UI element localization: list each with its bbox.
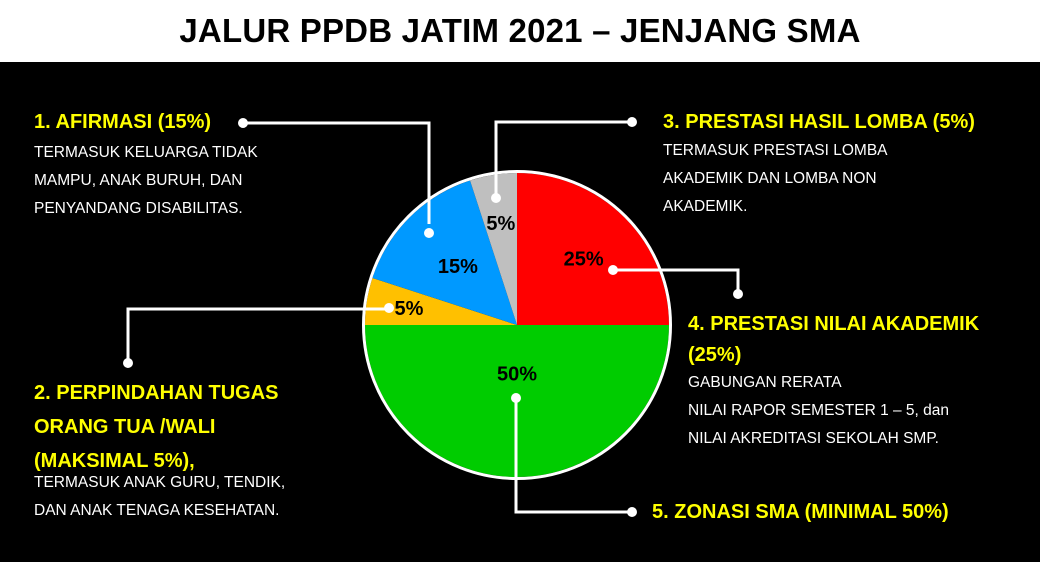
callout-title-afirmasi: 1. AFIRMASI (15%) xyxy=(34,111,212,133)
callout-title-zonasi: 5. ZONASI SMA (MINIMAL 50%) xyxy=(652,501,949,523)
leader-line-lomba xyxy=(494,120,632,198)
leader-line-akademik xyxy=(613,268,740,294)
desc-line: TERMASUK PRESTASI LOMBA xyxy=(663,142,888,159)
title-line: (25%) xyxy=(688,344,742,366)
leader-dot xyxy=(384,303,394,313)
title-line: 2. PERPINDAHAN TUGAS xyxy=(34,382,279,404)
pie-slice-prestasi-hasil-lomba xyxy=(470,173,517,325)
callout-desc-lomba: TERMASUK PRESTASI LOMBA AKADEMIK DAN LOM… xyxy=(663,137,888,221)
title-line: ORANG TUA /WALI xyxy=(34,416,216,438)
title-bar: JALUR PPDB JATIM 2021 – JENJANG SMA xyxy=(0,0,1040,62)
leader-dot xyxy=(608,265,618,275)
leader-dot xyxy=(733,289,743,299)
page-title: JALUR PPDB JATIM 2021 – JENJANG SMA xyxy=(179,12,861,49)
desc-line: TERMASUK ANAK GURU, TENDIK, xyxy=(34,474,286,491)
callout-desc-akademik: GABUNGAN RERATA NILAI RAPOR SEMESTER 1 –… xyxy=(688,369,949,453)
callout-desc-perpindahan: TERMASUK ANAK GURU, TENDIK, DAN ANAK TEN… xyxy=(34,469,285,525)
pie-slice-prestasi-nilai-akademik xyxy=(517,173,669,325)
desc-line: DAN ANAK TENAGA KESEHATAN. xyxy=(34,502,280,519)
slice-label: 5% xyxy=(394,298,423,320)
callout-desc-afirmasi: TERMASUK KELUARGA TIDAK MAMPU, ANAK BURU… xyxy=(34,139,258,223)
title-line: (MAKSIMAL 5%), xyxy=(34,450,195,472)
desc-line: NILAI RAPOR SEMESTER 1 – 5, dan xyxy=(688,402,950,419)
callout-title-lomba: 3. PRESTASI HASIL LOMBA (5%) xyxy=(663,111,975,133)
desc-line: AKADEMIK DAN LOMBA NON xyxy=(663,170,877,187)
desc-line: GABUNGAN RERATA xyxy=(688,374,842,391)
leader-dot xyxy=(627,507,637,517)
leader-dot xyxy=(123,358,133,368)
title-line: 4. PRESTASI NILAI AKADEMIK xyxy=(688,313,980,335)
pie-slice-afirmasi xyxy=(372,180,517,325)
leader-dot xyxy=(238,118,248,128)
pie-slice-perpindahan-tugas-orang-tua-wali xyxy=(365,278,517,325)
desc-line: NILAI AKREDITASI SEKOLAH SMP. xyxy=(688,430,939,447)
desc-line: AKADEMIK. xyxy=(663,198,748,215)
leader-line-zonasi xyxy=(514,398,632,514)
leader-line-perpindahan xyxy=(126,307,389,363)
slice-label: 50% xyxy=(497,364,537,386)
leader-dot xyxy=(424,228,434,238)
slice-label: 25% xyxy=(564,248,604,270)
slice-label: 15% xyxy=(438,256,478,278)
desc-line: MAMPU, ANAK BURUH, DAN xyxy=(34,172,243,189)
leader-dot xyxy=(627,117,637,127)
desc-line: PENYANDANG DISABILITAS. xyxy=(34,200,243,217)
leader-dot xyxy=(491,193,501,203)
desc-line: TERMASUK KELUARGA TIDAK xyxy=(34,144,258,161)
slice-label: 5% xyxy=(486,213,515,235)
leader-dot xyxy=(511,393,521,403)
callout-title-perpindahan: 2. PERPINDAHAN TUGAS ORANG TUA /WALI (MA… xyxy=(34,376,278,478)
leader-line-afirmasi xyxy=(243,121,431,224)
callout-title-akademik: 4. PRESTASI NILAI AKADEMIK (25%) xyxy=(688,309,979,371)
